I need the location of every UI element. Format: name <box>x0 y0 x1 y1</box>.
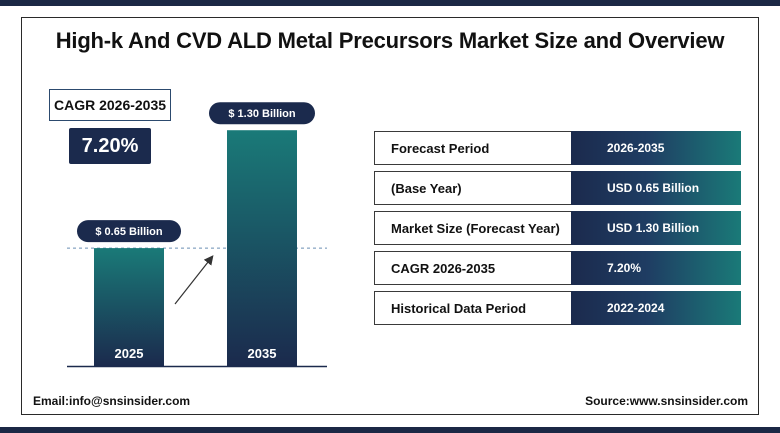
value-label-pill <box>209 102 315 125</box>
tick-label: 2025 <box>115 346 144 361</box>
row-value: USD 0.65 Billion <box>571 171 741 205</box>
row-label: (Base Year) <box>374 171 571 205</box>
bottom-accent-bar <box>0 427 780 433</box>
row-value: 2026-2035 <box>571 131 741 165</box>
tick-label: 2035 <box>248 346 277 361</box>
table-row: CAGR 2026-2035 7.20% <box>374 251 741 285</box>
footer-email: Email:info@snsinsider.com <box>33 394 191 408</box>
footer-source: Source:www.snsinsider.com <box>585 394 748 408</box>
row-label: Historical Data Period <box>374 291 571 325</box>
value-label: $ 1.30 Billion <box>228 108 296 120</box>
page-title: High-k And CVD ALD Metal Precursors Mark… <box>55 28 725 53</box>
row-label: Forecast Period <box>374 131 571 165</box>
row-label: CAGR 2026-2035 <box>374 251 571 285</box>
row-value: 2022-2024 <box>571 291 741 325</box>
value-label: $ 0.65 Billion <box>95 226 163 238</box>
content-frame <box>21 17 759 415</box>
value-label-pill <box>77 220 181 243</box>
row-label: Market Size (Forecast Year) <box>374 211 571 245</box>
table-row: Historical Data Period 2022-2024 <box>374 291 741 325</box>
top-accent-bar <box>0 0 780 6</box>
bar-2025 <box>94 248 164 366</box>
table-row: Forecast Period 2026-2035 <box>374 131 741 165</box>
table-row: (Base Year) USD 0.65 Billion <box>374 171 741 205</box>
table-row: Market Size (Forecast Year) USD 1.30 Bil… <box>374 211 741 245</box>
growth-arrow-icon <box>174 255 214 305</box>
cagr-value-badge: 7.20% <box>69 128 151 164</box>
summary-table: Forecast Period 2026-2035 (Base Year) US… <box>374 131 741 331</box>
cagr-label-box: CAGR 2026-2035 <box>49 89 171 121</box>
row-value: 7.20% <box>571 251 741 285</box>
bar-2035 <box>227 130 297 366</box>
row-value: USD 1.30 Billion <box>571 211 741 245</box>
